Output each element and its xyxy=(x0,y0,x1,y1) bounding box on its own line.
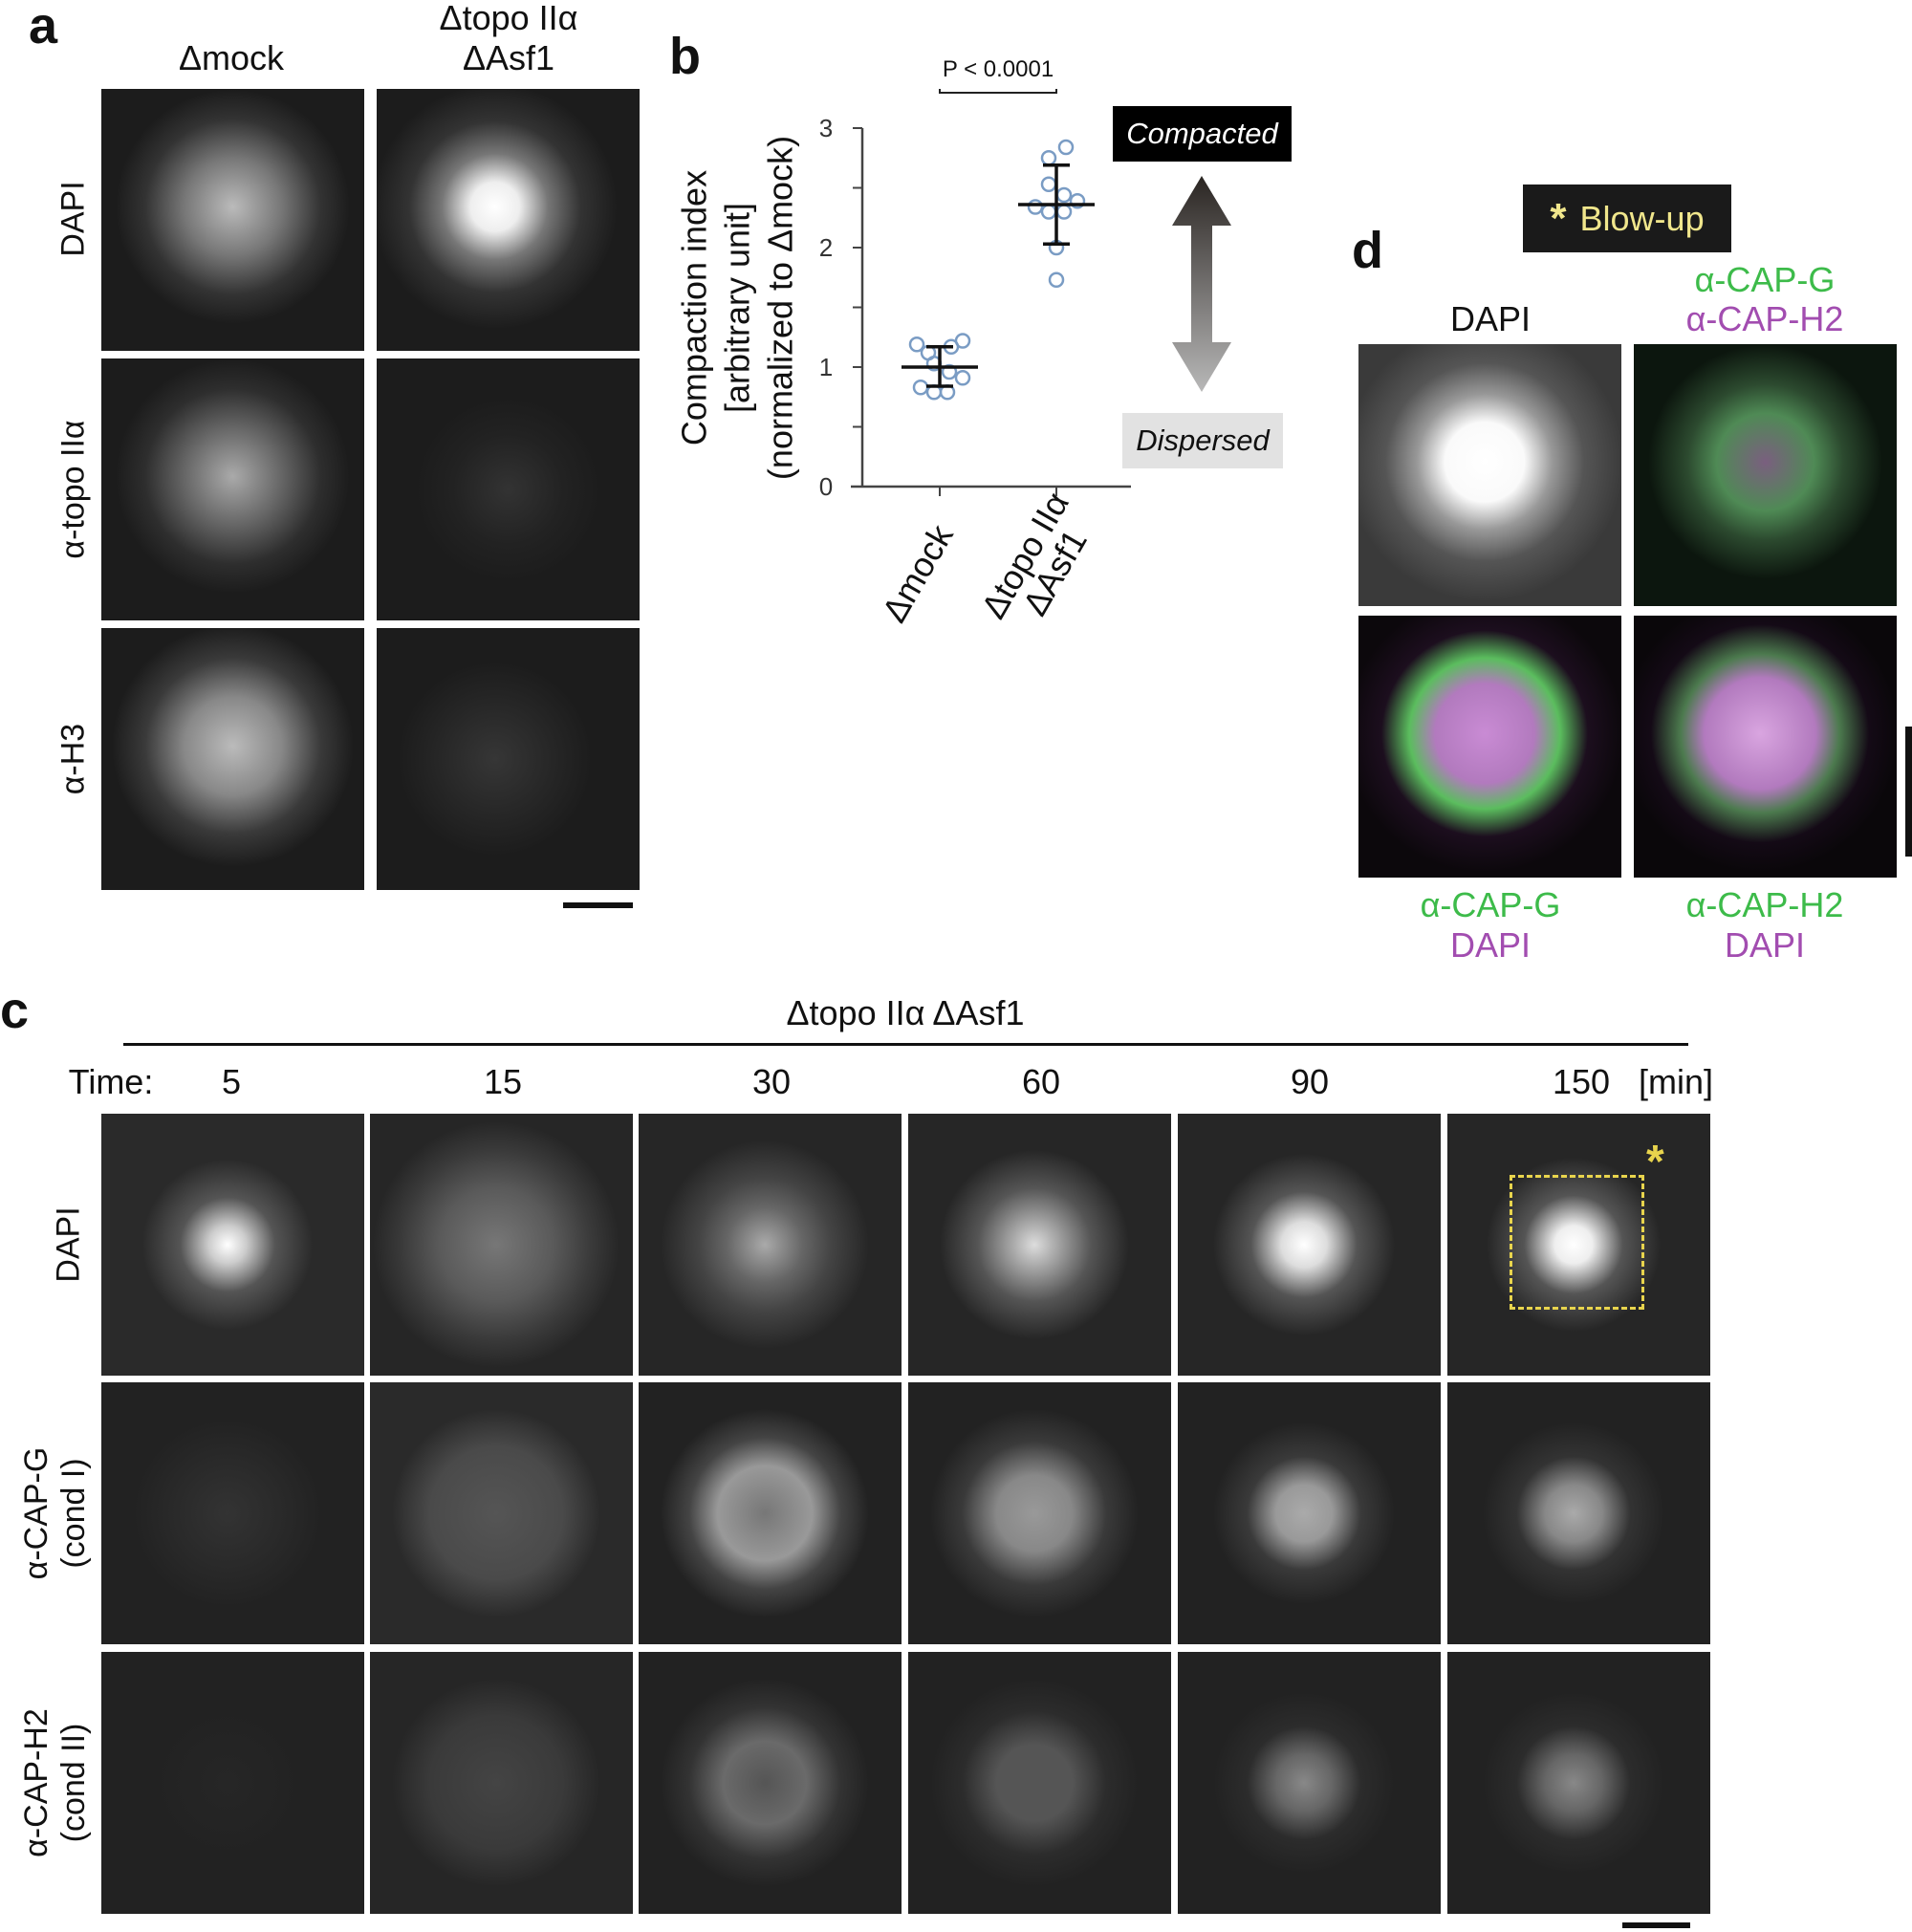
panel-d-letter: d xyxy=(1352,222,1383,279)
blowup-caph2-dapi xyxy=(1634,616,1897,878)
data-point xyxy=(908,336,925,353)
data-point xyxy=(1048,271,1065,288)
column-label-topo: Δtopo IIα xyxy=(439,0,578,37)
p-value-label: P < 0.0001 xyxy=(942,56,1054,82)
y-tick-label: 0 xyxy=(819,472,833,501)
blowup-dapi xyxy=(1358,344,1621,606)
data-point xyxy=(912,380,929,396)
column-label-asf1: ΔAsf1 xyxy=(462,38,555,77)
blowup-capg-dapi xyxy=(1358,616,1621,878)
blowup-label: Blow-up xyxy=(1579,198,1705,238)
column-label-mock: Δmock xyxy=(178,38,285,77)
time-30: 30 xyxy=(751,1062,792,1101)
panel-c-title: Δtopo IIα ΔAsf1 xyxy=(786,993,1025,1032)
blowup-region-box xyxy=(1510,1175,1644,1310)
scale-bar-d xyxy=(1905,727,1912,857)
c-row-label-capg: α-CAP-G (cond I) xyxy=(18,1447,93,1580)
time-15: 15 xyxy=(483,1062,523,1101)
dispersed-label: Dispersed xyxy=(1122,413,1283,468)
significance-bracket xyxy=(939,89,1057,94)
micrograph-topo-topo xyxy=(377,358,640,620)
compaction-arrow-icon xyxy=(1172,176,1231,392)
data-point xyxy=(1040,204,1057,220)
micrograph-capg-30min xyxy=(639,1382,902,1644)
data-point xyxy=(954,370,971,386)
d-label-dapi-bottom-left: DAPI xyxy=(1449,925,1532,965)
micrograph-caph2-60min xyxy=(908,1652,1171,1914)
y-tick-label: 2 xyxy=(819,233,833,262)
data-point xyxy=(1027,199,1044,215)
d-label-capg-top: α-CAP-G xyxy=(1694,260,1836,299)
micrograph-topo-h3 xyxy=(377,628,640,890)
panel-a-letter: a xyxy=(29,0,58,54)
micrograph-caph2-30min xyxy=(639,1652,902,1914)
micrograph-mock-h3 xyxy=(101,628,364,890)
time-90: 90 xyxy=(1290,1062,1330,1101)
micrograph-dapi-90min xyxy=(1178,1114,1441,1376)
micrograph-capg-150min xyxy=(1447,1382,1710,1644)
micrograph-dapi-150min xyxy=(1447,1114,1710,1376)
time-5: 5 xyxy=(221,1062,242,1101)
d-label-capg-bottom: α-CAP-G xyxy=(1420,885,1561,924)
data-point xyxy=(1055,204,1073,220)
scale-bar-c xyxy=(1622,1922,1690,1928)
c-row-label-capg-line1: α-CAP-G xyxy=(17,1446,54,1580)
data-point xyxy=(1069,193,1086,209)
micrograph-caph2-5min xyxy=(101,1652,364,1914)
y-tick-label: 3 xyxy=(819,114,833,142)
data-point xyxy=(1040,176,1057,192)
time-unit: [min] xyxy=(1638,1062,1714,1101)
panel-c-letter: c xyxy=(0,982,30,1039)
micrograph-capg-15min xyxy=(370,1382,633,1644)
micrograph-caph2-150min xyxy=(1447,1652,1710,1914)
time-label: Time: xyxy=(68,1062,154,1101)
micrograph-caph2-90min xyxy=(1178,1652,1441,1914)
micrograph-mock-dapi xyxy=(101,89,364,351)
micrograph-dapi-30min xyxy=(639,1114,902,1376)
blowup-asterisk-icon: * xyxy=(1646,1137,1664,1187)
micrograph-dapi-5min xyxy=(101,1114,364,1376)
micrograph-capg-90min xyxy=(1178,1382,1441,1644)
micrograph-mock-topo xyxy=(101,358,364,620)
d-label-dapi-bottom-right: DAPI xyxy=(1724,925,1806,965)
micrograph-capg-60min xyxy=(908,1382,1171,1644)
micrograph-dapi-15min xyxy=(370,1114,633,1376)
d-label-dapi: DAPI xyxy=(1449,299,1532,338)
title-underline xyxy=(123,1043,1688,1046)
data-point xyxy=(1057,139,1075,156)
c-row-label-dapi: DAPI xyxy=(50,1206,87,1282)
data-point xyxy=(954,333,971,349)
data-point xyxy=(1040,150,1057,166)
data-point xyxy=(941,363,958,380)
c-row-label-caph2-line2: (cond II) xyxy=(55,1723,92,1843)
blowup-capg-caph2 xyxy=(1634,344,1897,606)
micrograph-capg-5min xyxy=(101,1382,364,1644)
asterisk-icon: * xyxy=(1550,194,1567,242)
data-point xyxy=(1055,186,1073,204)
time-60: 60 xyxy=(1021,1062,1061,1101)
c-row-label-caph2-line1: α-CAP-H2 xyxy=(17,1708,54,1857)
panel-b-letter: b xyxy=(669,28,701,85)
blowup-label-box: * Blow-up xyxy=(1523,185,1731,252)
micrograph-topo-dapi xyxy=(377,89,640,351)
scale-bar-a xyxy=(563,902,633,908)
y-tick-label: 1 xyxy=(819,353,833,381)
c-row-label-caph2: α-CAP-H2 (cond II) xyxy=(18,1708,93,1857)
time-150: 150 xyxy=(1552,1062,1611,1101)
micrograph-dapi-60min xyxy=(908,1114,1171,1376)
c-row-label-capg-line2: (cond I) xyxy=(55,1458,92,1569)
d-label-caph2-bottom: α-CAP-H2 xyxy=(1685,885,1844,924)
c-row-label-dapi-text: DAPI xyxy=(50,1206,87,1283)
micrograph-caph2-15min xyxy=(370,1652,633,1914)
d-label-caph2-top: α-CAP-H2 xyxy=(1685,299,1844,338)
compacted-label: Compacted xyxy=(1113,106,1292,162)
